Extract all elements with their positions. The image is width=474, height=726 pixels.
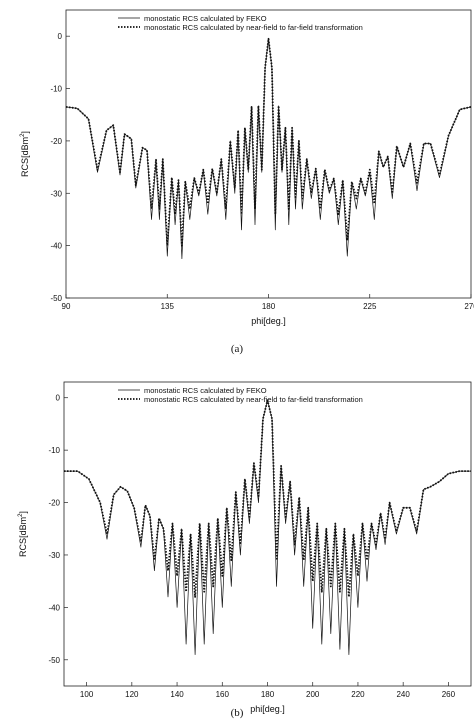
legend-label: monostatic RCS calculated by near-field … — [144, 23, 363, 32]
y-tick-label: -30 — [48, 551, 60, 560]
chart-a: 90 135 180 225 270 0 -10 -20 -30 -40 -50 monostatic… — [20, 9, 474, 355]
y-tick-label: -50 — [48, 656, 60, 665]
y-axis-label-sup: 2 — [20, 133, 26, 137]
y-axis-label-sup: 2 — [18, 513, 24, 517]
y-tick-label: -40 — [50, 242, 62, 251]
y-axis-label-main: RCS[dBm — [18, 517, 28, 557]
legend-label: monostatic RCS calculated by FEKO — [144, 386, 267, 395]
x-tick-label: 90 — [62, 302, 71, 311]
y-tick-label: 0 — [58, 32, 63, 41]
y-tick-label: 0 — [56, 394, 61, 403]
x-tick-label: 200 — [306, 690, 320, 699]
x-tick-label: 180 — [262, 302, 276, 311]
series-line-nf-ff — [65, 37, 472, 247]
y-axis-label: RCS[dBm2] — [18, 511, 28, 557]
x-tick-label: 120 — [125, 690, 139, 699]
y-tick-label: -20 — [50, 137, 62, 146]
y-axis-label-main: RCS[dBm — [20, 137, 30, 177]
x-tick-label: 220 — [351, 690, 365, 699]
y-tick-label: -10 — [48, 446, 60, 455]
panel-caption: (a) — [231, 343, 244, 355]
x-tick-label: 180 — [261, 690, 275, 699]
plot-frame — [65, 9, 472, 299]
x-axis-label: phi[deg.] — [250, 704, 285, 714]
x-axis-label: phi[deg.] — [251, 316, 286, 326]
y-tick-label: -20 — [48, 499, 60, 508]
legend-label: monostatic RCS calculated by FEKO — [144, 14, 267, 23]
x-tick-label: 140 — [170, 690, 184, 699]
x-tick-label: 225 — [363, 302, 377, 311]
series-line-nf-ff — [64, 399, 471, 598]
series-line-feko — [64, 399, 471, 655]
y-tick-label: -40 — [48, 603, 60, 612]
plot-frame — [63, 381, 472, 687]
y-axis-label-end: ] — [18, 511, 28, 514]
legend-label: monostatic RCS calculated by near-field … — [144, 395, 363, 404]
y-tick-label: -10 — [50, 85, 62, 94]
x-tick-label: 260 — [442, 690, 456, 699]
y-axis-label: RCS[dBm2] — [20, 131, 30, 177]
y-axis-label-end: ] — [20, 131, 30, 134]
x-tick-label: 240 — [396, 690, 410, 699]
x-tick-label: 100 — [80, 690, 94, 699]
y-tick-label: -50 — [50, 294, 62, 303]
chart-b: 100 120 140 160 180 200 220 240 260 0 -10 -20 -30 -40… — [18, 381, 472, 719]
y-tick-label: -30 — [50, 189, 62, 198]
series-line-feko — [65, 38, 472, 260]
x-tick-label: 270 — [464, 302, 474, 311]
panel-caption: (b) — [231, 707, 244, 719]
x-tick-label: 160 — [216, 690, 230, 699]
x-tick-label: 135 — [161, 302, 175, 311]
